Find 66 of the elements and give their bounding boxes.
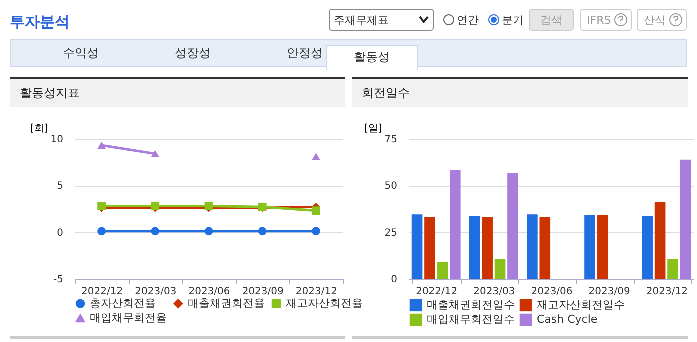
text: 검색 (540, 12, 562, 28)
legend-label: Cash Cycle (537, 313, 598, 326)
text: 분기 (502, 12, 524, 28)
bar (424, 217, 436, 279)
x-tick-label: 2022/12 (82, 286, 124, 298)
x-tick-label: 2023/06 (188, 286, 230, 298)
bar (482, 217, 493, 279)
point (312, 206, 320, 216)
text: 투자분석 (10, 13, 70, 32)
point (312, 153, 320, 160)
bar (680, 160, 692, 279)
legend-label: 매출채권회전율 (188, 296, 265, 310)
y-axis-title: [회] (30, 124, 48, 134)
x-tick-label: 2023/12 (646, 286, 688, 298)
legend-label: 총자산회전율 (90, 296, 156, 310)
legend-label: 매입채무회전일수 (427, 313, 515, 326)
bar (642, 216, 653, 279)
y-tick-label: 0 (391, 274, 398, 286)
bar (469, 216, 480, 279)
legend-label: 매출채권회전일수 (427, 298, 515, 312)
bar (437, 262, 448, 279)
text: 안정성 (286, 45, 324, 62)
point (151, 150, 160, 158)
x-tick-label: 2023/09 (588, 286, 630, 298)
x-tick-label: 2023/06 (531, 286, 573, 298)
bar (584, 216, 596, 279)
point (258, 227, 267, 236)
x-tick-label: 2023/12 (296, 286, 338, 298)
x-tick-label: 2023/09 (242, 286, 284, 298)
text: 연간 (457, 12, 479, 28)
y-tick-label: 0 (57, 228, 64, 239)
chart-title: 회전일수 (352, 79, 688, 107)
point (151, 227, 160, 236)
bar (412, 214, 423, 279)
bar (508, 173, 518, 279)
text: 수익성 (62, 45, 100, 62)
point (312, 227, 320, 236)
y-tick-label: -5 (54, 274, 64, 286)
bar (494, 259, 506, 279)
y-tick-label: 10 (50, 134, 64, 146)
chart-title: 활동성지표 (10, 79, 345, 107)
bar (540, 217, 551, 279)
bar (450, 170, 461, 279)
text: 성장성 (174, 45, 212, 62)
y-tick-label: 5 (57, 181, 64, 192)
y-tick-label: 75 (384, 134, 398, 146)
point (98, 142, 106, 150)
y-tick-label: 25 (384, 228, 398, 239)
text: 산식 (644, 12, 666, 28)
bar (527, 214, 538, 279)
x-tick-label: 2022/12 (416, 286, 458, 298)
y-tick-label: 50 (384, 181, 398, 192)
bar (597, 216, 608, 279)
text: IFRS (587, 14, 612, 26)
legend-label: 재고자산회전율 (286, 296, 363, 310)
legend-label: 매입채무회전율 (90, 312, 167, 324)
bar (654, 202, 666, 279)
x-tick-label: 2023/03 (135, 286, 177, 298)
bar (668, 259, 678, 279)
legend-label: 재고자산회전일수 (537, 298, 625, 312)
point (98, 227, 106, 236)
x-tick-label: 2023/03 (474, 286, 516, 298)
text: 활동성 (326, 45, 418, 70)
text: 주재무제표 (334, 12, 389, 28)
point (204, 227, 214, 236)
y-axis-title: [일] (364, 124, 382, 134)
